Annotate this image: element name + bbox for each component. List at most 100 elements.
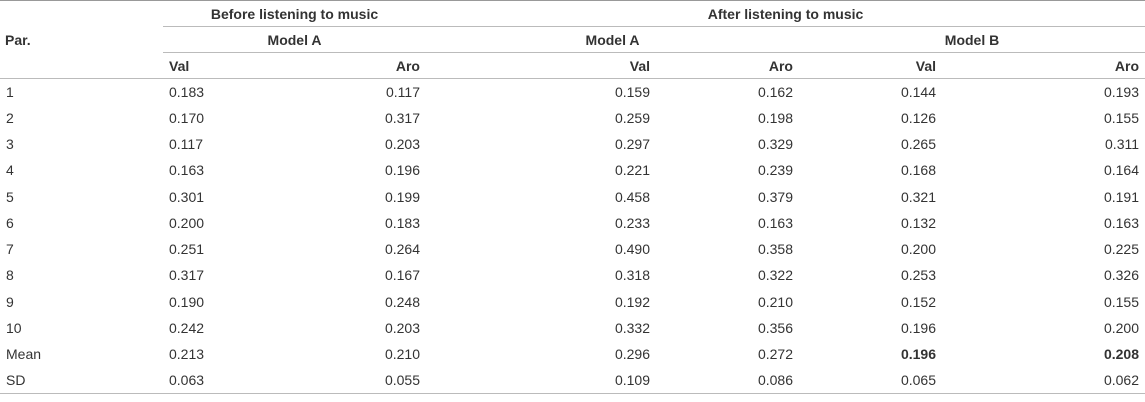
table-row: SD 0.063 0.055 0.109 0.086 0.065 0.062	[0, 367, 1145, 395]
cell: 0.200	[1103, 319, 1140, 336]
table-row: 1 0.183 0.117 0.159 0.162 0.144 0.193	[0, 79, 1145, 105]
cell: 0.198	[757, 109, 793, 126]
sub-header: Aro	[656, 52, 799, 79]
cell: 0.132	[900, 214, 936, 231]
cell: 0.296	[614, 346, 650, 363]
cell: 0.117	[169, 136, 203, 153]
cell: 0.259	[614, 109, 650, 126]
group-header: After listening to music	[426, 0, 1145, 27]
cell: 0.163	[757, 214, 793, 231]
sub-header: Aro	[291, 52, 426, 79]
cell: 0.117	[386, 83, 420, 100]
row-label: 2	[6, 109, 14, 126]
cell: 0.155	[1103, 109, 1140, 126]
cell: 0.251	[169, 241, 205, 258]
cell: 0.196	[384, 162, 420, 179]
cell: 0.170	[169, 109, 205, 126]
cell: 0.144	[900, 83, 936, 100]
cell: 0.200	[900, 241, 936, 258]
cell: 0.183	[169, 83, 205, 100]
row-label: 10	[6, 319, 22, 336]
cell: 0.062	[942, 367, 1145, 395]
cell: 0.152	[900, 293, 936, 310]
cell: 0.196	[900, 319, 936, 336]
table-body: 1 0.183 0.117 0.159 0.162 0.144 0.193 2 0.170 0.3…	[0, 79, 1145, 395]
model-header: Model B	[799, 26, 1145, 53]
cell: 0.196	[900, 346, 936, 363]
table-row: 6 0.200 0.183 0.233 0.163 0.132 0.163	[0, 210, 1145, 236]
cell: 0.208	[1103, 346, 1140, 363]
cell: 0.190	[169, 293, 205, 310]
cell: 0.167	[384, 267, 420, 284]
cell: 0.210	[757, 293, 793, 310]
cell: 0.203	[384, 319, 420, 336]
table-row: 8 0.317 0.167 0.318 0.322 0.253 0.326	[0, 262, 1145, 288]
cell: 0.297	[614, 136, 650, 153]
cell: 0.233	[614, 214, 650, 231]
cell: 0.162	[757, 83, 793, 100]
row-label: 5	[6, 188, 14, 205]
cell: 0.163	[169, 162, 205, 179]
cell: 0.311	[1105, 136, 1140, 153]
cell: 0.326	[1103, 267, 1140, 284]
row-label: 7	[6, 241, 14, 258]
par-header: Par.	[0, 0, 163, 79]
cell: 0.253	[900, 267, 936, 284]
model-header: Model A	[426, 26, 799, 53]
cell: 0.063	[163, 367, 291, 395]
sub-header: Aro	[942, 52, 1145, 79]
header-row: Par. Before listening to music After lis…	[0, 0, 1145, 79]
row-label: 1	[6, 83, 14, 100]
cell: 0.248	[384, 293, 420, 310]
cell: 0.086	[656, 367, 799, 395]
cell: 0.213	[169, 346, 205, 363]
table-row: 9 0.190 0.248 0.192 0.210 0.152 0.155	[0, 289, 1145, 315]
cell: 0.379	[757, 188, 793, 205]
cell: 0.168	[900, 162, 936, 179]
cell: 0.155	[1103, 293, 1140, 310]
cell: 0.264	[384, 241, 420, 258]
header-row: Val Aro Val Aro Val Aro	[0, 52, 1145, 79]
cell: 0.163	[1103, 214, 1140, 231]
cell: 0.126	[900, 109, 936, 126]
row-label: 4	[6, 162, 14, 179]
cell: 0.164	[1103, 162, 1140, 179]
cell: 0.332	[614, 319, 650, 336]
header-row: Model A Model A Model B	[0, 26, 1145, 53]
cell: 0.318	[614, 267, 650, 284]
cell: 0.356	[757, 319, 793, 336]
cell: 0.191	[1103, 188, 1140, 205]
table-row: 3 0.117 0.203 0.297 0.329 0.265 0.311	[0, 131, 1145, 157]
table-row: 4 0.163 0.196 0.221 0.239 0.168 0.164	[0, 157, 1145, 183]
cell: 0.301	[169, 188, 205, 205]
cell: 0.210	[384, 346, 420, 363]
cell: 0.193	[1103, 83, 1140, 100]
cell: 0.203	[384, 136, 420, 153]
cell: 0.265	[900, 136, 936, 153]
row-label: 6	[6, 214, 14, 231]
cell: 0.242	[169, 319, 205, 336]
row-label: SD	[0, 367, 163, 395]
cell: 0.159	[614, 83, 650, 100]
sub-header: Val	[163, 52, 291, 79]
cell: 0.183	[384, 214, 420, 231]
cell: 0.272	[757, 346, 793, 363]
row-label: 3	[6, 136, 14, 153]
sub-header: Val	[799, 52, 942, 79]
cell: 0.109	[426, 367, 656, 395]
row-label: 9	[6, 293, 14, 310]
cell: 0.225	[1103, 241, 1140, 258]
cell: 0.065	[799, 367, 942, 395]
cell: 0.317	[169, 267, 205, 284]
cell: 0.239	[757, 162, 793, 179]
row-label: Mean	[6, 346, 42, 363]
group-header: Before listening to music	[163, 0, 426, 27]
cell: 0.200	[169, 214, 205, 231]
sub-header: Val	[426, 52, 656, 79]
cell: 0.458	[614, 188, 650, 205]
cell: 0.321	[900, 188, 936, 205]
cell: 0.055	[291, 367, 426, 395]
cell: 0.329	[757, 136, 793, 153]
